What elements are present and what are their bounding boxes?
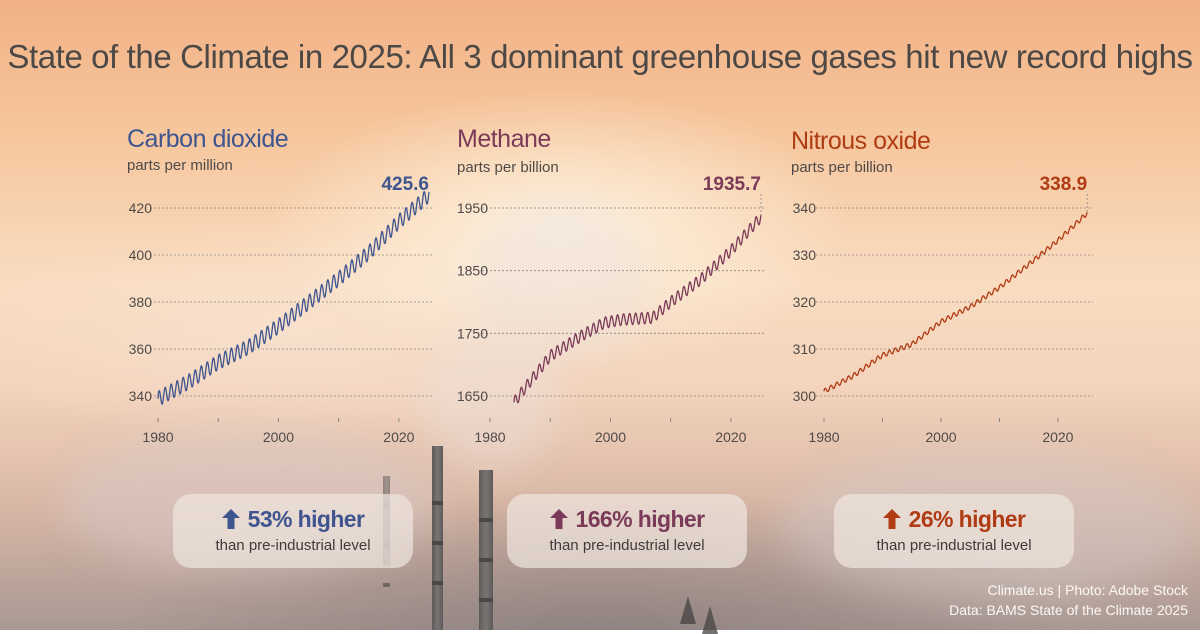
y-tick-label: 310 (793, 341, 817, 357)
co2-title: Carbon dioxide (127, 125, 289, 153)
y-tick-label: 1950 (457, 200, 488, 216)
page-title: State of the Climate in 2025: All 3 domi… (7, 38, 1193, 75)
n2o-stat-subtext: than pre-industrial level (876, 537, 1032, 554)
co2-unit: parts per million (127, 157, 233, 174)
y-tick-label: 380 (129, 294, 153, 310)
x-tick-label: 1980 (142, 429, 173, 445)
power-pylon (680, 596, 696, 624)
y-tick-label: 330 (793, 247, 817, 263)
y-tick-label: 340 (793, 200, 817, 216)
y-tick-label: 360 (129, 341, 153, 357)
y-tick-label: 400 (129, 247, 153, 263)
smokestack (432, 446, 443, 630)
smokestack (479, 470, 493, 630)
y-tick-label: 1750 (457, 325, 488, 341)
n2o-title: Nitrous oxide (791, 127, 931, 155)
latest-value-label: 1935.7 (703, 174, 761, 195)
co2-stat-subtext: than pre-industrial level (215, 537, 371, 554)
ch4-stat-pill: 166% higher than pre-industrial level (507, 494, 747, 568)
x-tick-label: 2020 (715, 429, 746, 445)
series-line (157, 190, 430, 405)
credits: Climate.us | Photo: Adobe Stock Data: BA… (949, 580, 1188, 620)
ch4-stat-headline: 166% higher (575, 506, 706, 532)
y-tick-label: 1650 (457, 388, 488, 404)
co2-stat-headline: 53% higher (247, 506, 365, 532)
smoke-plume (420, 330, 560, 470)
ch4-stat-subtext: than pre-industrial level (549, 537, 705, 554)
y-tick-label: 420 (129, 200, 153, 216)
x-tick-label: 2020 (383, 429, 414, 445)
series-line (823, 212, 1088, 393)
co2-stat-pill: 53% higher than pre-industrial level (173, 494, 413, 568)
x-tick-label: 2000 (263, 429, 294, 445)
y-tick-label: 300 (793, 388, 817, 404)
n2o-stat-headline: 26% higher (908, 506, 1026, 532)
x-tick-label: 2000 (925, 429, 956, 445)
x-tick-label: 2020 (1042, 429, 1073, 445)
x-tick-label: 1980 (474, 429, 505, 445)
up-arrow-icon (549, 509, 568, 529)
latest-value-label: 425.6 (381, 174, 429, 195)
power-pylon (702, 606, 718, 634)
ch4-title: Methane (457, 125, 551, 153)
latest-value-label: 338.9 (1040, 174, 1088, 195)
credits-data: Data: BAMS State of the Climate 2025 (949, 602, 1188, 618)
up-arrow-icon (882, 509, 901, 529)
credits-photo: Climate.us | Photo: Adobe Stock (987, 582, 1188, 598)
y-tick-label: 340 (129, 388, 153, 404)
series-line (513, 214, 762, 404)
n2o-unit: parts per billion (791, 159, 893, 176)
ch4-unit: parts per billion (457, 159, 559, 176)
x-tick-label: 1980 (808, 429, 839, 445)
y-tick-label: 1850 (457, 263, 488, 279)
n2o-stat-pill: 26% higher than pre-industrial level (834, 494, 1074, 568)
y-tick-label: 320 (793, 294, 817, 310)
x-tick-label: 2000 (595, 429, 626, 445)
up-arrow-icon (221, 509, 240, 529)
